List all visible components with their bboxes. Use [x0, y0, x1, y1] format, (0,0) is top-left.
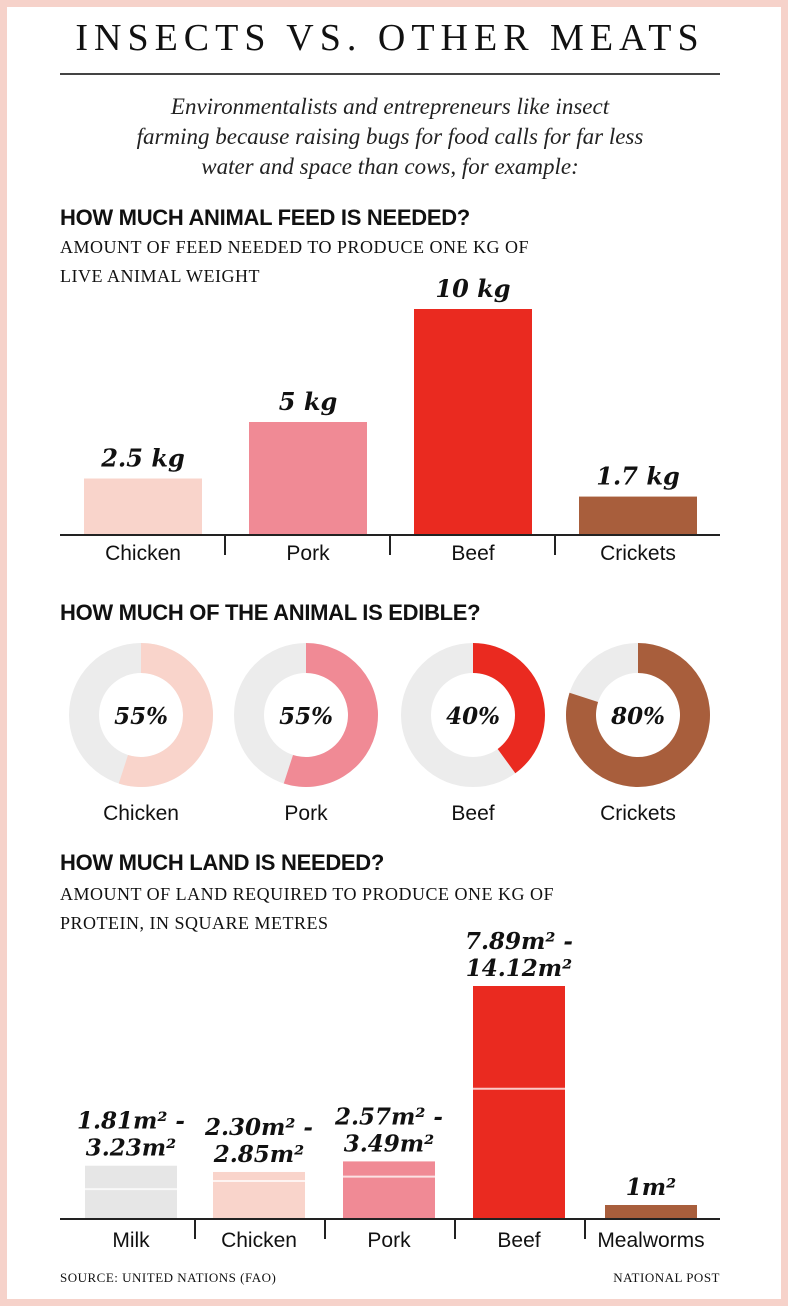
feed-chart-subtitle: AMOUNT OF FEED NEEDED TO PRODUCE ONE KG …: [60, 233, 529, 291]
land-category-label: Milk: [112, 1229, 150, 1252]
donut-category-label: Crickets: [600, 802, 676, 825]
land-value-label: 3.23m²: [86, 1135, 176, 1162]
land-value-label: 14.12m²: [466, 955, 572, 982]
feed-category-label: Chicken: [105, 542, 181, 565]
donut-slice-beef: [473, 643, 545, 774]
donut-percent-label: 80%: [610, 703, 665, 730]
donut-category-label: Pork: [284, 802, 328, 825]
donut-slice-chicken: [118, 643, 214, 787]
edible-chart-title: HOW MUCH OF THE ANIMAL IS EDIBLE?: [60, 600, 481, 625]
donut-slice-crickets: [566, 643, 711, 787]
subtitle-line: AMOUNT OF FEED NEEDED TO PRODUCE ONE KG …: [60, 237, 530, 257]
land-value-label: 2.30m² -: [204, 1114, 313, 1141]
donut-percent-label: 55%: [279, 703, 333, 730]
land-category-label: Pork: [367, 1229, 411, 1252]
feed-bar-crickets: [579, 496, 697, 535]
feed-category-label: Crickets: [600, 542, 676, 565]
land-value-label: 3.49m²: [344, 1130, 434, 1157]
subtitle-line: AMOUNT OF LAND REQUIRED TO PRODUCE ONE K…: [60, 884, 555, 904]
feed-bar-chart: 2.5 kg Chicken 5 kg Pork 10 kg Beef 1.7 kg Cric…: [60, 274, 720, 565]
land-value-label: 2.85m²: [213, 1141, 304, 1168]
title-divider: [60, 73, 720, 75]
donut-percent-label: 40%: [446, 703, 500, 730]
land-chart-subtitle: AMOUNT OF LAND REQUIRED TO PRODUCE ONE K…: [60, 880, 554, 938]
intro-text: Environmentalists and entrepreneurs like…: [50, 92, 730, 182]
donut-percent-label: 55%: [114, 703, 168, 730]
land-bar-chicken: [213, 1171, 305, 1219]
infographic-title: INSECTS VS. OTHER MEATS: [75, 17, 705, 59]
land-value-label: 7.89m² -: [465, 928, 573, 955]
land-bar-chart: 1.81m² -3.23m² Milk 2.30m² -2.85m² Chicken 2…: [60, 928, 720, 1252]
land-bar-milk: [85, 1165, 177, 1219]
land-category-label: Mealworms: [597, 1229, 704, 1252]
land-bar-mealworms: [605, 1205, 697, 1219]
feed-value-label: 10 kg: [435, 274, 510, 303]
donut-category-label: Chicken: [103, 802, 179, 825]
source-note: SOURCE: UNITED NATIONS (FAO): [60, 1270, 277, 1285]
land-value-label: 1m²: [626, 1174, 676, 1201]
land-chart-title: HOW MUCH LAND IS NEEDED?: [60, 850, 385, 875]
land-category-label: Beef: [497, 1229, 540, 1252]
feed-bar-pork: [249, 422, 367, 535]
feed-value-label: 2.5 kg: [100, 444, 185, 473]
feed-value-label: 5 kg: [279, 387, 337, 416]
land-category-label: Chicken: [221, 1229, 297, 1252]
land-bar-pork: [343, 1161, 435, 1219]
feed-category-label: Pork: [286, 542, 330, 565]
donut-slice-pork: [283, 643, 378, 787]
feed-bar-beef: [414, 309, 532, 535]
land-bar-beef: [473, 986, 565, 1219]
edible-donut-charts: 55% Chicken 55% Pork 40% Beef 80% Crickets: [69, 643, 711, 825]
feed-bar-chicken: [84, 478, 202, 535]
subtitle-line: PROTEIN, IN SQUARE METRES: [60, 913, 329, 933]
subtitle-line: LIVE ANIMAL WEIGHT: [60, 266, 260, 286]
feed-category-label: Beef: [451, 542, 494, 565]
intro-line: water and space than cows, for example:: [201, 154, 579, 179]
intro-line: Environmentalists and entrepreneurs like…: [170, 94, 610, 119]
intro-line: farming because raising bugs for food ca…: [136, 124, 644, 149]
land-value-label: 2.57m² -: [334, 1103, 443, 1130]
publisher-credit: NATIONAL POST: [613, 1270, 720, 1285]
donut-category-label: Beef: [451, 802, 494, 825]
feed-chart-title: HOW MUCH ANIMAL FEED IS NEEDED?: [60, 205, 470, 230]
land-value-label: 1.81m² -: [77, 1108, 185, 1135]
feed-value-label: 1.7 kg: [596, 462, 680, 491]
